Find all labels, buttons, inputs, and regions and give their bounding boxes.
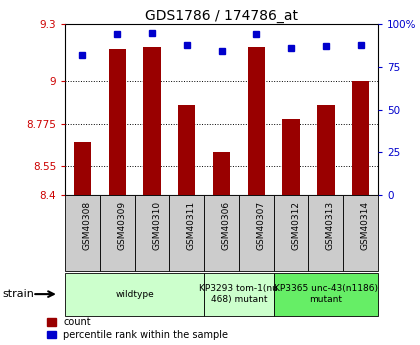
Text: GSM40312: GSM40312: [291, 201, 300, 250]
FancyBboxPatch shape: [135, 195, 169, 271]
Legend: count, percentile rank within the sample: count, percentile rank within the sample: [47, 317, 228, 340]
FancyBboxPatch shape: [204, 195, 239, 271]
Text: GSM40306: GSM40306: [222, 201, 231, 250]
Title: GDS1786 / 174786_at: GDS1786 / 174786_at: [145, 9, 298, 23]
Bar: [317, 105, 335, 195]
Text: KP3293 tom-1(nu
468) mutant: KP3293 tom-1(nu 468) mutant: [200, 284, 278, 304]
Text: GSM40307: GSM40307: [256, 201, 265, 250]
Text: GSM40311: GSM40311: [187, 201, 196, 250]
FancyBboxPatch shape: [274, 273, 378, 316]
Bar: [178, 105, 195, 195]
FancyBboxPatch shape: [274, 195, 308, 271]
Bar: [108, 49, 126, 195]
FancyBboxPatch shape: [65, 273, 204, 316]
FancyBboxPatch shape: [100, 195, 135, 271]
FancyBboxPatch shape: [239, 195, 274, 271]
Bar: [248, 47, 265, 195]
Text: strain: strain: [2, 289, 34, 299]
FancyBboxPatch shape: [308, 195, 343, 271]
Bar: [213, 152, 230, 195]
Bar: [74, 142, 91, 195]
Text: GSM40310: GSM40310: [152, 201, 161, 250]
Bar: [143, 47, 161, 195]
Bar: [282, 119, 300, 195]
Text: wildtype: wildtype: [115, 289, 154, 299]
FancyBboxPatch shape: [343, 195, 378, 271]
Bar: [352, 81, 369, 195]
Text: GSM40314: GSM40314: [361, 201, 370, 250]
Text: GSM40309: GSM40309: [117, 201, 126, 250]
Text: GSM40308: GSM40308: [82, 201, 92, 250]
FancyBboxPatch shape: [169, 195, 204, 271]
FancyBboxPatch shape: [204, 273, 274, 316]
Text: KP3365 unc-43(n1186)
mutant: KP3365 unc-43(n1186) mutant: [274, 284, 378, 304]
FancyBboxPatch shape: [65, 195, 100, 271]
Text: GSM40313: GSM40313: [326, 201, 335, 250]
